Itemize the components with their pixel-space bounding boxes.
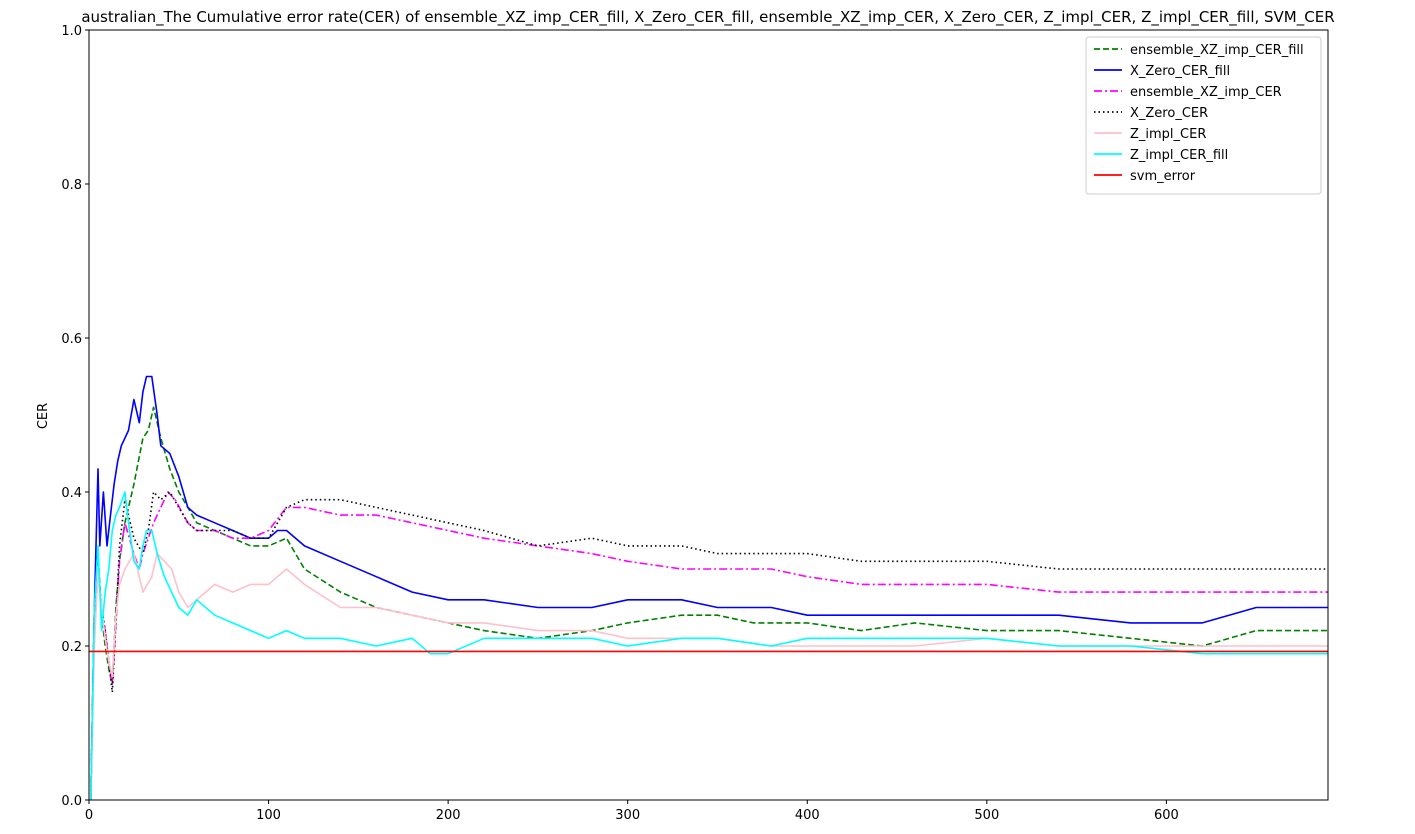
legend-label-svm_error: svm_error bbox=[1130, 169, 1196, 184]
chart-title: australian_The Cumulative error rate(CER… bbox=[81, 8, 1334, 27]
y-tick-label: 0.2 bbox=[61, 640, 82, 655]
y-tick-label: 1.0 bbox=[61, 24, 82, 39]
legend-label-ensemble_XZ_imp_CER: ensemble_XZ_imp_CER bbox=[1130, 85, 1282, 100]
y-tick-label: 0.6 bbox=[61, 332, 82, 347]
legend-label-X_Zero_CER: X_Zero_CER bbox=[1130, 106, 1208, 121]
y-tick-label: 0.0 bbox=[61, 794, 82, 809]
y-tick-label: 0.8 bbox=[61, 178, 82, 193]
x-tick-label: 400 bbox=[795, 808, 820, 823]
x-tick-label: 200 bbox=[436, 808, 461, 823]
series-line-ensemble_XZ_imp_CER bbox=[90, 491, 1328, 800]
axes-frame bbox=[88, 29, 1329, 801]
x-tick-label: 600 bbox=[1154, 808, 1179, 823]
legend-label-Z_impl_CER_fill: Z_impl_CER_fill bbox=[1130, 148, 1228, 163]
legend-box bbox=[1085, 36, 1322, 195]
y-tick-label: 0.4 bbox=[61, 486, 82, 501]
legend-label-X_Zero_CER_fill: X_Zero_CER_fill bbox=[1130, 64, 1230, 79]
x-tick-label: 500 bbox=[974, 808, 999, 823]
x-tick-label: 300 bbox=[615, 808, 640, 823]
series-line-Z_impl_CER bbox=[90, 552, 1328, 800]
legend-label-ensemble_XZ_imp_CER_fill: ensemble_XZ_imp_CER_fill bbox=[1130, 43, 1304, 58]
x-tick-label: 0 bbox=[85, 808, 93, 823]
legend-label-Z_impl_CER: Z_impl_CER bbox=[1130, 127, 1206, 142]
series-group bbox=[89, 375, 1328, 800]
series-line-Z_impl_CER_fill bbox=[90, 491, 1328, 800]
x-tick-label: 100 bbox=[256, 808, 281, 823]
plot-area: 0 100 200 300 400 500 600 0.0 0.2 0.4 0.6 0.8 1.0 bbox=[61, 24, 1329, 823]
y-axis-label: CER bbox=[36, 403, 51, 429]
legend: ensemble_XZ_imp_CER_fill X_Zero_CER_fille… bbox=[1085, 36, 1322, 195]
series-line-X_Zero_CER bbox=[90, 491, 1328, 800]
